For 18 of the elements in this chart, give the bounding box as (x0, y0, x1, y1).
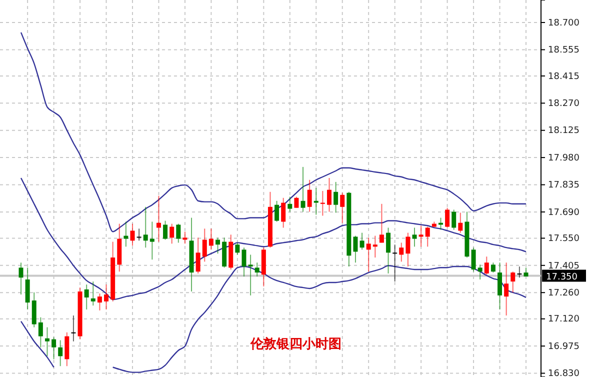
y-tick-label: 18.700 (548, 18, 580, 28)
y-tick-label: 16.975 (548, 342, 580, 352)
y-tick-label: 17.835 (548, 180, 580, 191)
y-tick-label: 17.980 (548, 153, 580, 164)
line-series (20, 32, 527, 232)
y-tick-label: 16.830 (548, 369, 580, 377)
line-series (20, 177, 527, 300)
y-tick-label: 17.550 (548, 234, 580, 244)
y-tick-label: 17.260 (548, 288, 580, 298)
y-tick-label: 18.270 (548, 99, 580, 110)
y-tick-label: 18.415 (548, 72, 580, 82)
y-tick-label: 18.555 (548, 46, 580, 56)
y-tick-label: 18.125 (548, 126, 580, 136)
text: 伦敦银四小时图 (250, 336, 342, 352)
y-tick-label: 17.405 (548, 261, 580, 272)
y-tick-label: 17.120 (548, 314, 580, 325)
y-tick-label: 17.690 (548, 208, 580, 218)
ref-line-label: 17.350 (546, 272, 578, 283)
